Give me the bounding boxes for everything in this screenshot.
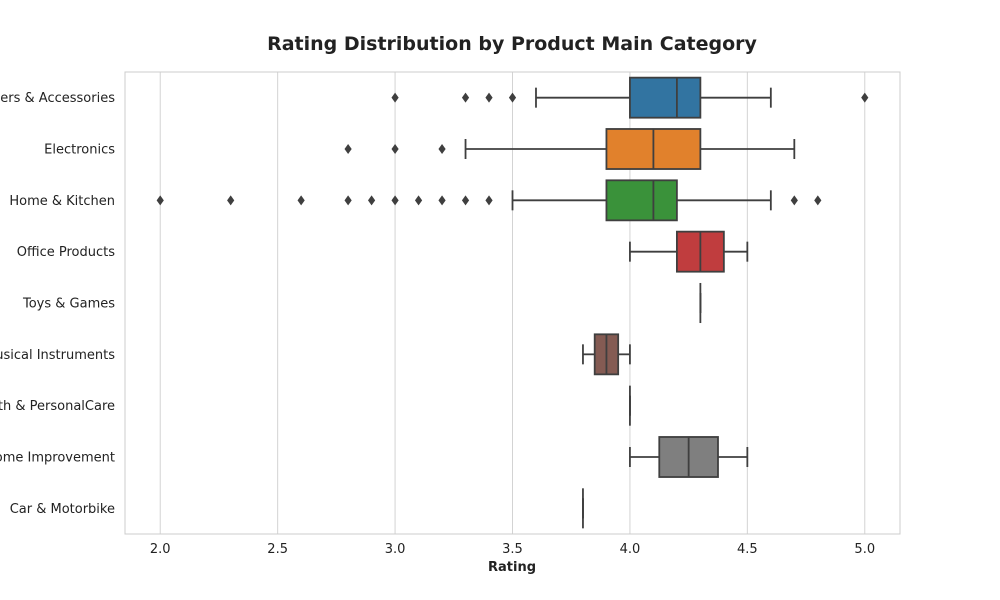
y-tick-label: Musical Instruments bbox=[0, 348, 115, 363]
outlier-point bbox=[391, 144, 399, 154]
outlier-point bbox=[297, 195, 305, 206]
iqr-box bbox=[605, 179, 678, 222]
outlier-point bbox=[461, 195, 470, 206]
outlier-point bbox=[414, 195, 423, 206]
box-office-products bbox=[629, 230, 749, 273]
outlier-point bbox=[344, 195, 352, 206]
outlier-point bbox=[438, 195, 446, 206]
grid-lines bbox=[159, 72, 866, 534]
plot-frame bbox=[124, 71, 901, 535]
x-axis-label: Rating bbox=[488, 560, 536, 575]
chart-title: Rating Distribution by Product Main Cate… bbox=[267, 33, 757, 55]
box-electronics bbox=[344, 128, 796, 170]
x-tick-label: 2.5 bbox=[267, 542, 288, 557]
box-computers-accessories bbox=[391, 76, 869, 119]
y-tick-label: Computers & Accessories bbox=[0, 91, 115, 106]
outlier-point bbox=[508, 92, 517, 103]
y-tick-label: Office Products bbox=[17, 245, 115, 260]
outlier-point bbox=[391, 195, 399, 206]
outlier-point bbox=[485, 195, 493, 206]
outlier-point bbox=[344, 144, 352, 154]
outlier-point bbox=[790, 195, 798, 206]
outlier-point bbox=[861, 92, 869, 103]
x-tick-label: 3.5 bbox=[502, 542, 523, 557]
y-tick-label: Car & Motorbike bbox=[10, 502, 115, 517]
outlier-point bbox=[391, 92, 399, 103]
y-tick-label: Health & PersonalCare bbox=[0, 399, 115, 414]
x-tick-label: 5.0 bbox=[854, 542, 875, 557]
y-tick-label: Toys & Games bbox=[22, 297, 115, 312]
box-home-improvement bbox=[629, 436, 749, 478]
box-home-kitchen bbox=[156, 179, 822, 222]
x-tick-label: 4.5 bbox=[737, 542, 758, 557]
outlier-point bbox=[438, 144, 446, 154]
x-tick-label: 4.0 bbox=[620, 542, 641, 557]
x-tick-labels: 2.0 2.5 3.0 3.5 4.0 4.5 5.0 bbox=[150, 542, 875, 557]
y-tick-label: Home Improvement bbox=[0, 451, 115, 466]
box-musical-instruments bbox=[582, 333, 631, 376]
x-tick-label: 2.0 bbox=[150, 542, 171, 557]
outlier-point bbox=[485, 92, 493, 103]
outlier-point bbox=[227, 195, 235, 206]
outlier-point bbox=[814, 195, 822, 206]
x-tick-label: 3.0 bbox=[385, 542, 406, 557]
iqr-box bbox=[629, 76, 702, 119]
y-tick-labels: Computers & Accessories Electronics Home &… bbox=[0, 91, 115, 517]
y-tick-label: Home & Kitchen bbox=[9, 194, 115, 209]
y-tick-label: Electronics bbox=[44, 143, 115, 158]
outlier-point bbox=[367, 195, 376, 206]
outlier-point bbox=[461, 92, 470, 103]
box-layer bbox=[156, 76, 869, 529]
outlier-point bbox=[156, 195, 164, 206]
